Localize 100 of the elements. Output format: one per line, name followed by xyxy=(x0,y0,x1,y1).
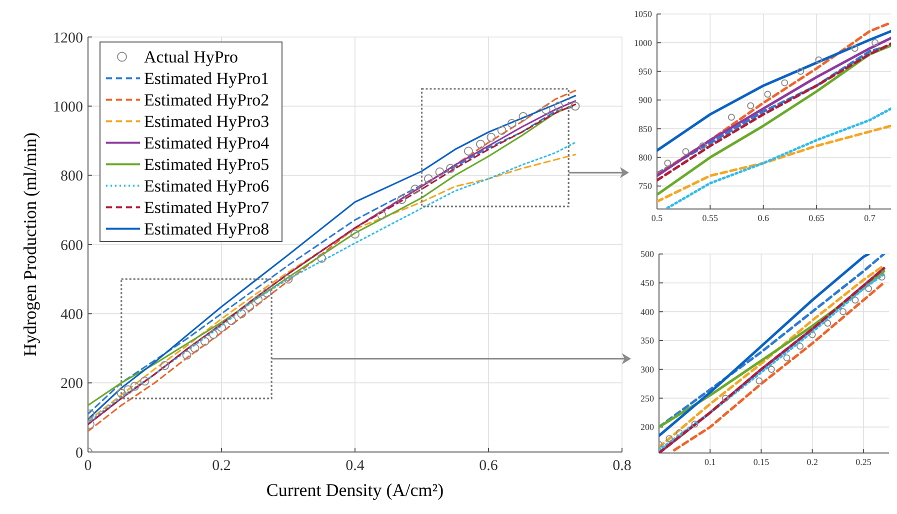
point xyxy=(840,308,846,316)
point xyxy=(747,102,754,110)
legend-label: Actual HyPro xyxy=(144,48,238,67)
y-axis-title: Hydrogen Production (ml/min) xyxy=(20,132,40,356)
point xyxy=(815,56,822,64)
point xyxy=(160,361,170,370)
point xyxy=(190,344,200,353)
x-tick-label: 0.1 xyxy=(704,457,716,467)
y-tick-label: 900 xyxy=(638,95,652,106)
y-tick-label: 950 xyxy=(638,66,652,77)
legend-label: Estimated HyPro6 xyxy=(144,176,270,196)
point xyxy=(699,142,706,150)
point xyxy=(554,102,564,111)
point xyxy=(722,394,729,402)
point xyxy=(410,184,420,194)
point xyxy=(570,102,580,111)
point xyxy=(664,160,672,167)
y-tick-label: 300 xyxy=(640,364,654,375)
y-tick-label: 600 xyxy=(60,238,83,254)
line-series xyxy=(657,124,891,203)
y-tick-label: 1000 xyxy=(53,99,83,116)
y-tick-label: 200 xyxy=(640,422,654,432)
point xyxy=(682,148,690,156)
point xyxy=(245,302,254,312)
point xyxy=(486,132,496,142)
legend-label: Estimated HyPro5 xyxy=(144,155,270,174)
point xyxy=(424,174,433,184)
point xyxy=(254,295,263,304)
point xyxy=(208,330,218,339)
y-tick-label: 400 xyxy=(60,306,83,323)
point xyxy=(851,44,858,52)
point xyxy=(796,342,804,350)
point xyxy=(377,210,386,220)
line-series xyxy=(666,107,891,209)
y-tick-label: 500 xyxy=(640,249,654,260)
x-tick-label: 0.6 xyxy=(758,213,770,223)
point xyxy=(116,388,126,398)
point xyxy=(182,350,192,360)
x-tick-label: 0.15 xyxy=(753,457,770,467)
y-tick-label: 450 xyxy=(640,278,654,288)
y-tick-label: 400 xyxy=(640,306,654,317)
x-tick-label: 0.5 xyxy=(651,213,664,223)
point xyxy=(872,39,879,46)
point xyxy=(865,285,872,292)
point xyxy=(676,429,683,436)
point xyxy=(781,79,788,86)
y-tick-label: 1050 xyxy=(634,9,652,20)
y-tick-label: 250 xyxy=(640,393,654,404)
point xyxy=(140,376,150,386)
y-tick-label: 800 xyxy=(638,152,652,163)
legend-label: Estimated HyPro1 xyxy=(144,69,270,88)
point xyxy=(284,274,293,284)
point xyxy=(200,336,210,346)
point xyxy=(397,195,406,204)
y-tick-label: 850 xyxy=(638,124,652,134)
x-tick-label: 0.2 xyxy=(806,457,818,467)
legend-label: Estimated HyPro3 xyxy=(144,112,270,132)
point xyxy=(756,377,763,384)
x-tick-label: 0.55 xyxy=(702,213,719,223)
y-tick-label: 200 xyxy=(60,376,83,392)
x-axis-title: Current Density (A/cm²) xyxy=(266,480,444,500)
x-tick-label: 0.8 xyxy=(612,458,632,474)
x-tick-label: 0.4 xyxy=(346,458,365,474)
x-tick-label: 0.25 xyxy=(856,457,872,467)
point xyxy=(350,230,360,239)
point xyxy=(728,114,735,121)
legend-label: Estimated HyPro8 xyxy=(144,220,270,239)
point xyxy=(666,435,673,442)
point xyxy=(130,382,140,391)
y-tick-label: 1000 xyxy=(634,38,652,48)
y-tick-label: 800 xyxy=(60,168,83,185)
point xyxy=(518,112,528,122)
point xyxy=(446,164,455,173)
point xyxy=(824,320,832,327)
point xyxy=(435,167,444,176)
point xyxy=(124,385,133,394)
point xyxy=(691,420,698,428)
legend-label: Estimated HyPro2 xyxy=(144,90,270,110)
point xyxy=(768,366,775,373)
legend-label: Estimated HyPro4 xyxy=(144,134,270,153)
point xyxy=(783,354,790,362)
point xyxy=(464,146,473,156)
y-tick-label: 750 xyxy=(638,181,652,192)
y-tick-label: 1200 xyxy=(53,30,83,46)
x-tick-label: 0.2 xyxy=(212,458,231,474)
point xyxy=(541,105,550,114)
legend-label: Estimated HyPro7 xyxy=(144,198,270,218)
point xyxy=(227,316,236,326)
y-tick-label: 350 xyxy=(640,336,654,346)
point xyxy=(217,323,226,332)
point xyxy=(797,68,804,75)
point xyxy=(262,288,272,298)
line-series xyxy=(657,30,891,152)
point xyxy=(852,296,859,304)
point xyxy=(808,331,816,338)
point xyxy=(764,90,772,98)
x-tick-label: 0.6 xyxy=(479,458,498,474)
point xyxy=(507,118,516,128)
point xyxy=(878,274,886,281)
point xyxy=(476,140,485,149)
